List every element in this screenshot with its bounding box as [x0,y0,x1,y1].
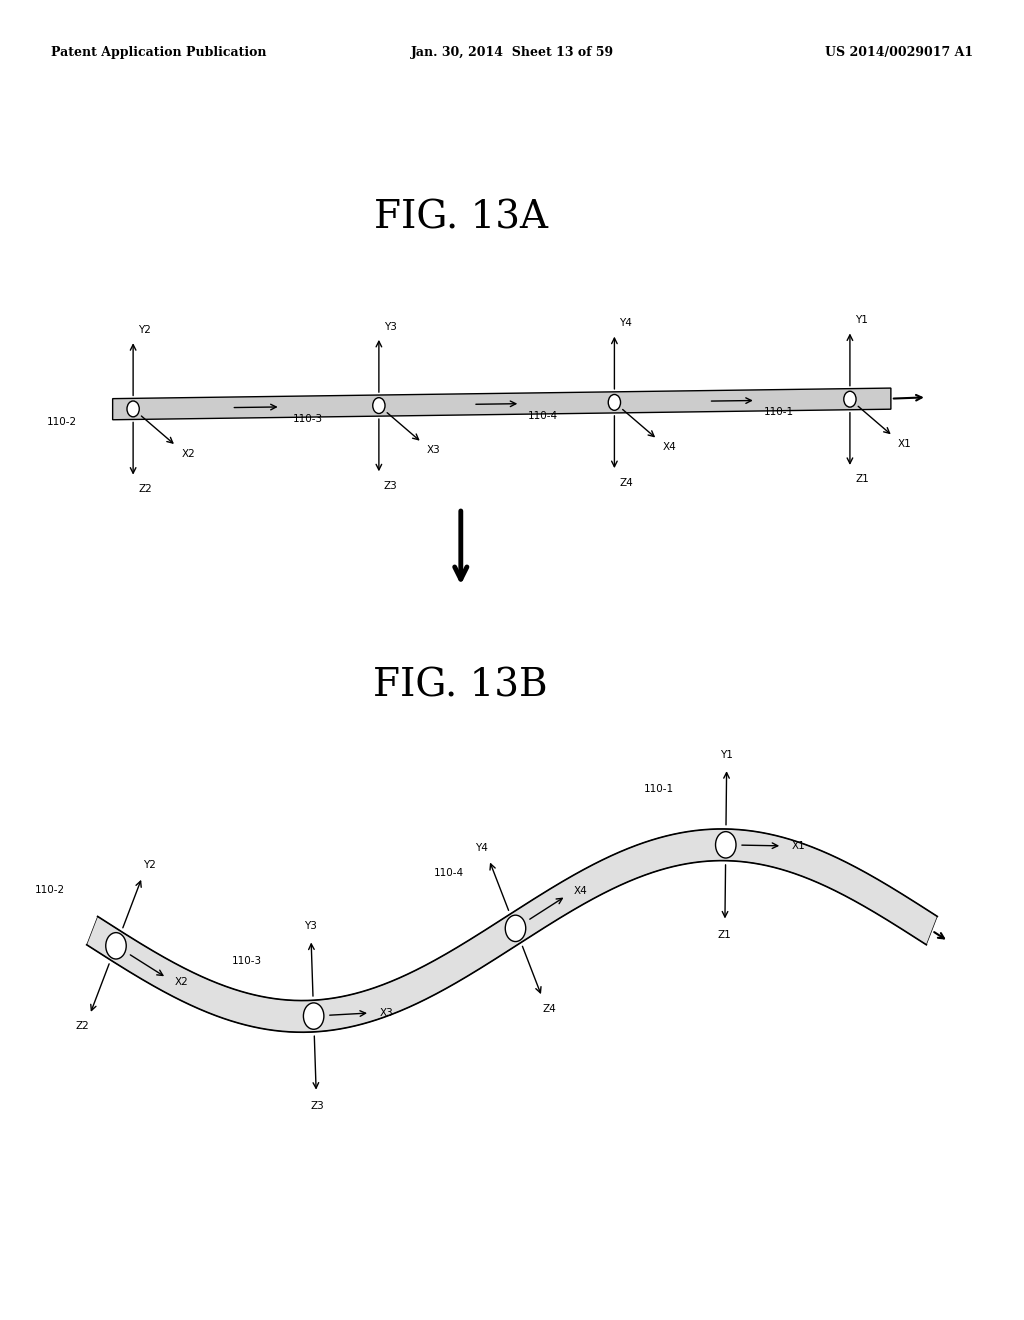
Text: Y4: Y4 [620,318,633,329]
Text: 110-2: 110-2 [47,417,77,428]
Text: Y2: Y2 [143,861,156,870]
Text: Y3: Y3 [304,921,316,932]
Text: Z2: Z2 [138,484,152,494]
Text: X4: X4 [573,886,588,896]
Circle shape [608,395,621,411]
Text: Y4: Y4 [475,843,488,853]
Text: Y1: Y1 [721,750,733,760]
Text: 110-1: 110-1 [764,408,794,417]
Text: Z3: Z3 [384,480,397,491]
Polygon shape [87,829,937,1032]
Text: 110-2: 110-2 [35,886,65,895]
Text: Y2: Y2 [138,325,152,335]
Circle shape [373,397,385,413]
Polygon shape [113,388,891,420]
Text: Y1: Y1 [855,315,868,325]
Text: X3: X3 [427,445,440,455]
Text: FIG. 13B: FIG. 13B [374,668,548,705]
Text: FIG. 13A: FIG. 13A [374,199,548,236]
Text: 110-3: 110-3 [232,956,262,966]
Text: Y3: Y3 [384,322,397,331]
Text: 110-1: 110-1 [644,784,674,795]
Text: X1: X1 [792,841,805,851]
Text: Z3: Z3 [310,1101,324,1110]
Text: Patent Application Publication: Patent Application Publication [51,46,266,59]
Text: X3: X3 [380,1007,393,1018]
Circle shape [105,933,126,960]
Text: Z4: Z4 [543,1003,556,1014]
Text: Jan. 30, 2014  Sheet 13 of 59: Jan. 30, 2014 Sheet 13 of 59 [411,46,613,59]
Circle shape [303,1003,324,1030]
Text: Z1: Z1 [855,474,868,484]
Text: Z2: Z2 [76,1022,89,1031]
Text: X1: X1 [898,438,911,449]
Text: US 2014/0029017 A1: US 2014/0029017 A1 [824,46,973,59]
Circle shape [127,401,139,417]
Text: Z4: Z4 [620,478,633,487]
Circle shape [716,832,736,858]
Text: Z1: Z1 [718,929,731,940]
Text: 110-3: 110-3 [293,413,323,424]
Circle shape [844,391,856,407]
Text: X2: X2 [174,977,188,987]
Text: 110-4: 110-4 [434,869,464,878]
Text: X2: X2 [181,449,195,458]
Text: X4: X4 [663,442,676,451]
Text: 110-4: 110-4 [528,411,558,421]
Circle shape [505,915,525,941]
